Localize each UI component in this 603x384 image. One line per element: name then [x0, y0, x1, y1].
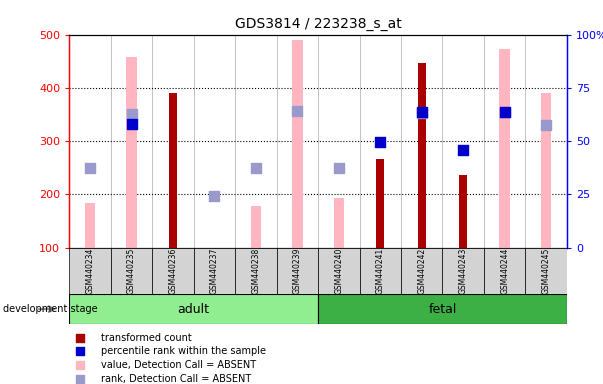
Bar: [541, 93, 551, 248]
Point: [127, 111, 136, 118]
Bar: [127, 58, 137, 248]
Text: GSM440242: GSM440242: [417, 248, 426, 294]
Bar: [376, 159, 385, 248]
Bar: [443, 248, 484, 294]
Bar: [85, 204, 95, 248]
Point: [210, 193, 219, 199]
Bar: [169, 93, 177, 248]
Bar: [235, 248, 277, 294]
Text: GSM440238: GSM440238: [251, 248, 260, 294]
Text: transformed count: transformed count: [101, 333, 192, 343]
Point: [426, 178, 436, 184]
Bar: [69, 294, 318, 324]
Point: [426, 308, 436, 314]
Bar: [417, 63, 426, 248]
Bar: [251, 206, 261, 248]
Text: GSM440245: GSM440245: [541, 248, 551, 294]
Text: GSM440243: GSM440243: [459, 248, 468, 294]
Bar: [152, 248, 194, 294]
Bar: [359, 248, 401, 294]
Bar: [484, 248, 525, 294]
Point: [376, 139, 385, 145]
Point: [458, 147, 468, 153]
Text: GSM440244: GSM440244: [500, 248, 509, 294]
Point: [292, 108, 302, 114]
Text: GSM440237: GSM440237: [210, 248, 219, 294]
Bar: [69, 248, 111, 294]
Text: value, Detection Call = ABSENT: value, Detection Call = ABSENT: [101, 360, 256, 370]
Text: adult: adult: [178, 303, 210, 316]
Text: GSM440239: GSM440239: [293, 248, 302, 294]
Bar: [499, 50, 510, 248]
Bar: [333, 198, 344, 248]
Text: rank, Detection Call = ABSENT: rank, Detection Call = ABSENT: [101, 374, 251, 384]
Text: GSM440241: GSM440241: [376, 248, 385, 294]
Point: [500, 109, 510, 115]
Point: [426, 54, 436, 60]
Bar: [459, 175, 467, 248]
Point: [541, 122, 551, 128]
Bar: [318, 294, 567, 324]
Point: [85, 165, 95, 171]
Text: fetal: fetal: [428, 303, 456, 316]
Point: [251, 165, 260, 171]
Bar: [525, 248, 567, 294]
Bar: [401, 248, 443, 294]
Bar: [318, 248, 359, 294]
Text: GSM440236: GSM440236: [168, 248, 177, 294]
Point: [127, 121, 136, 127]
Bar: [111, 248, 152, 294]
Bar: [194, 248, 235, 294]
Title: GDS3814 / 223238_s_at: GDS3814 / 223238_s_at: [235, 17, 402, 31]
Point: [334, 165, 344, 171]
Text: development stage: development stage: [3, 304, 98, 314]
Point: [500, 109, 510, 115]
Text: GSM440234: GSM440234: [86, 248, 95, 294]
Point: [417, 109, 426, 115]
Text: percentile rank within the sample: percentile rank within the sample: [101, 346, 266, 356]
Bar: [292, 40, 303, 248]
Text: GSM440235: GSM440235: [127, 248, 136, 294]
Text: GSM440240: GSM440240: [334, 248, 343, 294]
Bar: [277, 248, 318, 294]
Point: [417, 110, 426, 116]
